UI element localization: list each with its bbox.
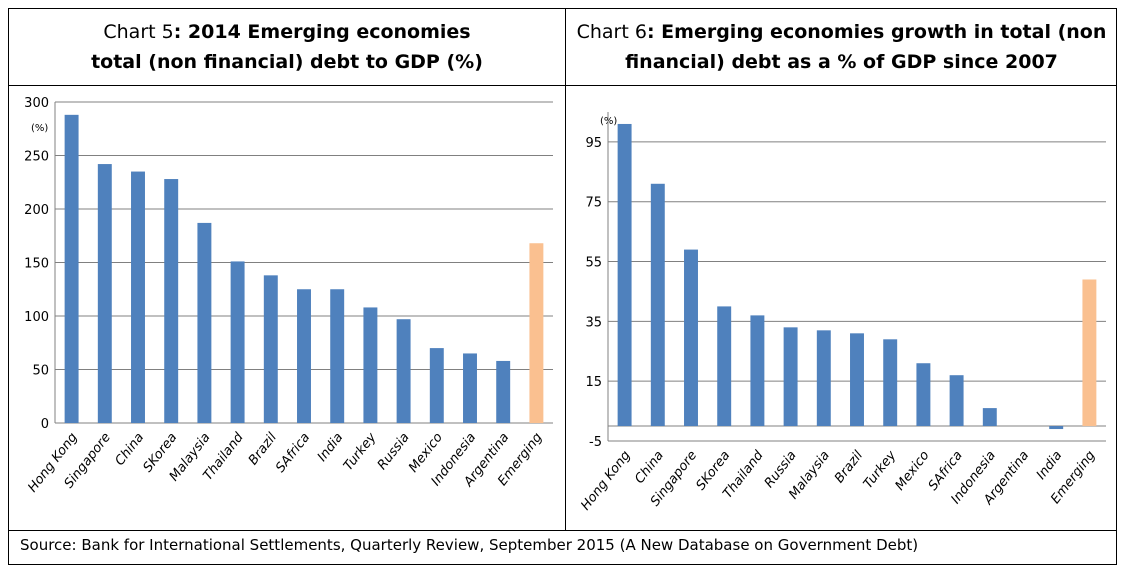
bar-singapore [684, 249, 698, 427]
chart-5-title-main: : 2014 Emerging economies [173, 21, 471, 43]
bar-russia [783, 327, 798, 427]
bar-thailand [750, 315, 765, 427]
bar-indonesia [463, 353, 477, 423]
bar-safrica [297, 289, 311, 423]
x-category-label: India [1034, 448, 1065, 482]
y-tick-label: 150 [24, 257, 49, 272]
bar-mexico [916, 363, 931, 427]
x-category-label: Turkey [341, 430, 380, 474]
bar-malaysia [816, 330, 831, 427]
title-divider [8, 85, 1117, 86]
bar-argentina [496, 360, 511, 423]
chart-6-title-line2: financial) debt as a % of GDP since 2007 [625, 51, 1058, 73]
bar-emerging [529, 243, 544, 423]
chart-5-title: Chart 5: 2014 Emerging economies total (… [9, 12, 565, 82]
bar-hong-kong [64, 114, 79, 423]
chart-5-title-prefix: Chart 5 [103, 21, 174, 43]
chart-6-title: Chart 6: Emerging economies growth in to… [566, 12, 1117, 82]
x-category-label: Mexico [893, 448, 933, 493]
y-unit-label: (%) [31, 123, 48, 134]
source-note: Source: Bank for International Settlemen… [20, 536, 919, 554]
y-tick-label: 15 [585, 375, 602, 390]
bar-emerging [1082, 279, 1097, 427]
bar-singapore [97, 164, 112, 423]
source-divider [8, 530, 1117, 531]
bar-mexico [429, 348, 444, 423]
y-tick-label: -5 [589, 435, 602, 450]
bar-turkey [363, 307, 378, 423]
bar-hong-kong [617, 123, 632, 427]
bar-brazil [850, 333, 864, 427]
bar-russia [396, 319, 411, 423]
y-tick-label: 35 [585, 315, 602, 330]
y-tick-label: 50 [32, 364, 49, 379]
x-category-label: India [315, 430, 346, 464]
figure-frame [8, 8, 1117, 565]
x-category-label: SAfrica [273, 430, 313, 475]
panel-divider [565, 8, 566, 530]
chart-5-title-line2: total (non financial) debt to GDP (%) [91, 51, 483, 73]
chart-6-title-prefix: Chart 6 [576, 21, 647, 43]
bar-turkey [883, 339, 898, 427]
bar-indonesia [982, 408, 997, 427]
y-tick-label: 200 [24, 203, 49, 218]
bar-malaysia [197, 222, 212, 423]
chart-6-title-main: : Emerging economies growth in total (no… [646, 21, 1107, 43]
y-unit-label: (%) [600, 116, 617, 127]
y-tick-label: 250 [24, 150, 49, 165]
bar-safrica [949, 375, 964, 427]
y-tick-label: 75 [585, 196, 602, 211]
bar-skorea [717, 306, 732, 427]
bar-skorea [164, 179, 179, 423]
bar-brazil [263, 275, 278, 423]
y-tick-label: 95 [585, 136, 602, 151]
y-tick-label: 55 [585, 256, 602, 271]
bar-china [131, 171, 145, 423]
bar-thailand [230, 261, 245, 423]
y-tick-label: 300 [24, 96, 49, 111]
bar-india [1049, 426, 1064, 430]
bar-india [330, 289, 345, 423]
bar-china [650, 183, 665, 427]
y-tick-label: 100 [24, 310, 49, 325]
y-tick-label: 0 [41, 417, 49, 432]
x-category-label: Hong Kong [578, 448, 633, 513]
